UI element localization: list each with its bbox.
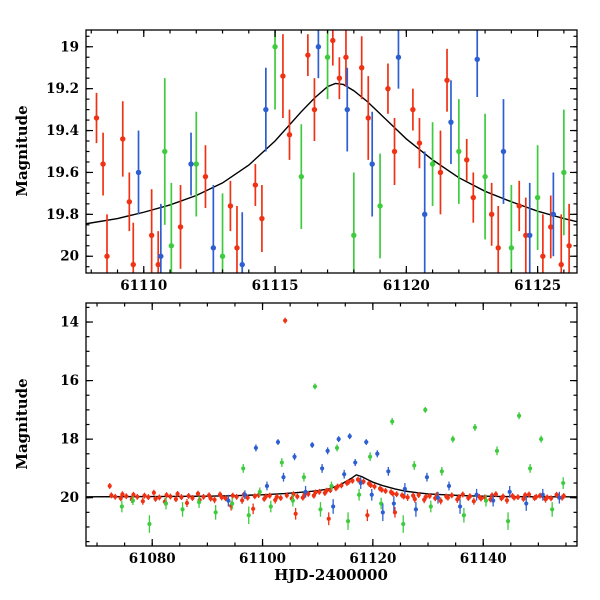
svg-text:19: 19 <box>60 39 79 55</box>
svg-text:19.2: 19.2 <box>46 81 79 97</box>
svg-text:16: 16 <box>60 373 79 389</box>
svg-text:61125: 61125 <box>514 278 561 294</box>
svg-text:20: 20 <box>60 249 79 265</box>
svg-text:19.8: 19.8 <box>46 207 79 223</box>
bottom-y-axis-label: Magnitude <box>13 378 31 470</box>
svg-text:14: 14 <box>60 315 79 331</box>
svg-text:61100: 61100 <box>239 551 286 567</box>
svg-text:61120: 61120 <box>383 278 430 294</box>
x-axis-label: HJD-2400000 <box>274 566 388 584</box>
svg-text:61080: 61080 <box>129 551 176 567</box>
svg-text:19.4: 19.4 <box>46 123 79 139</box>
svg-text:61110: 61110 <box>120 278 167 294</box>
top-y-axis-label: Magnitude <box>13 105 31 197</box>
svg-text:61115: 61115 <box>252 278 299 294</box>
svg-text:19.6: 19.6 <box>46 165 79 181</box>
svg-text:18: 18 <box>60 432 79 448</box>
svg-text:61120: 61120 <box>349 551 396 567</box>
svg-text:20: 20 <box>60 490 79 506</box>
svg-text:61140: 61140 <box>460 551 507 567</box>
